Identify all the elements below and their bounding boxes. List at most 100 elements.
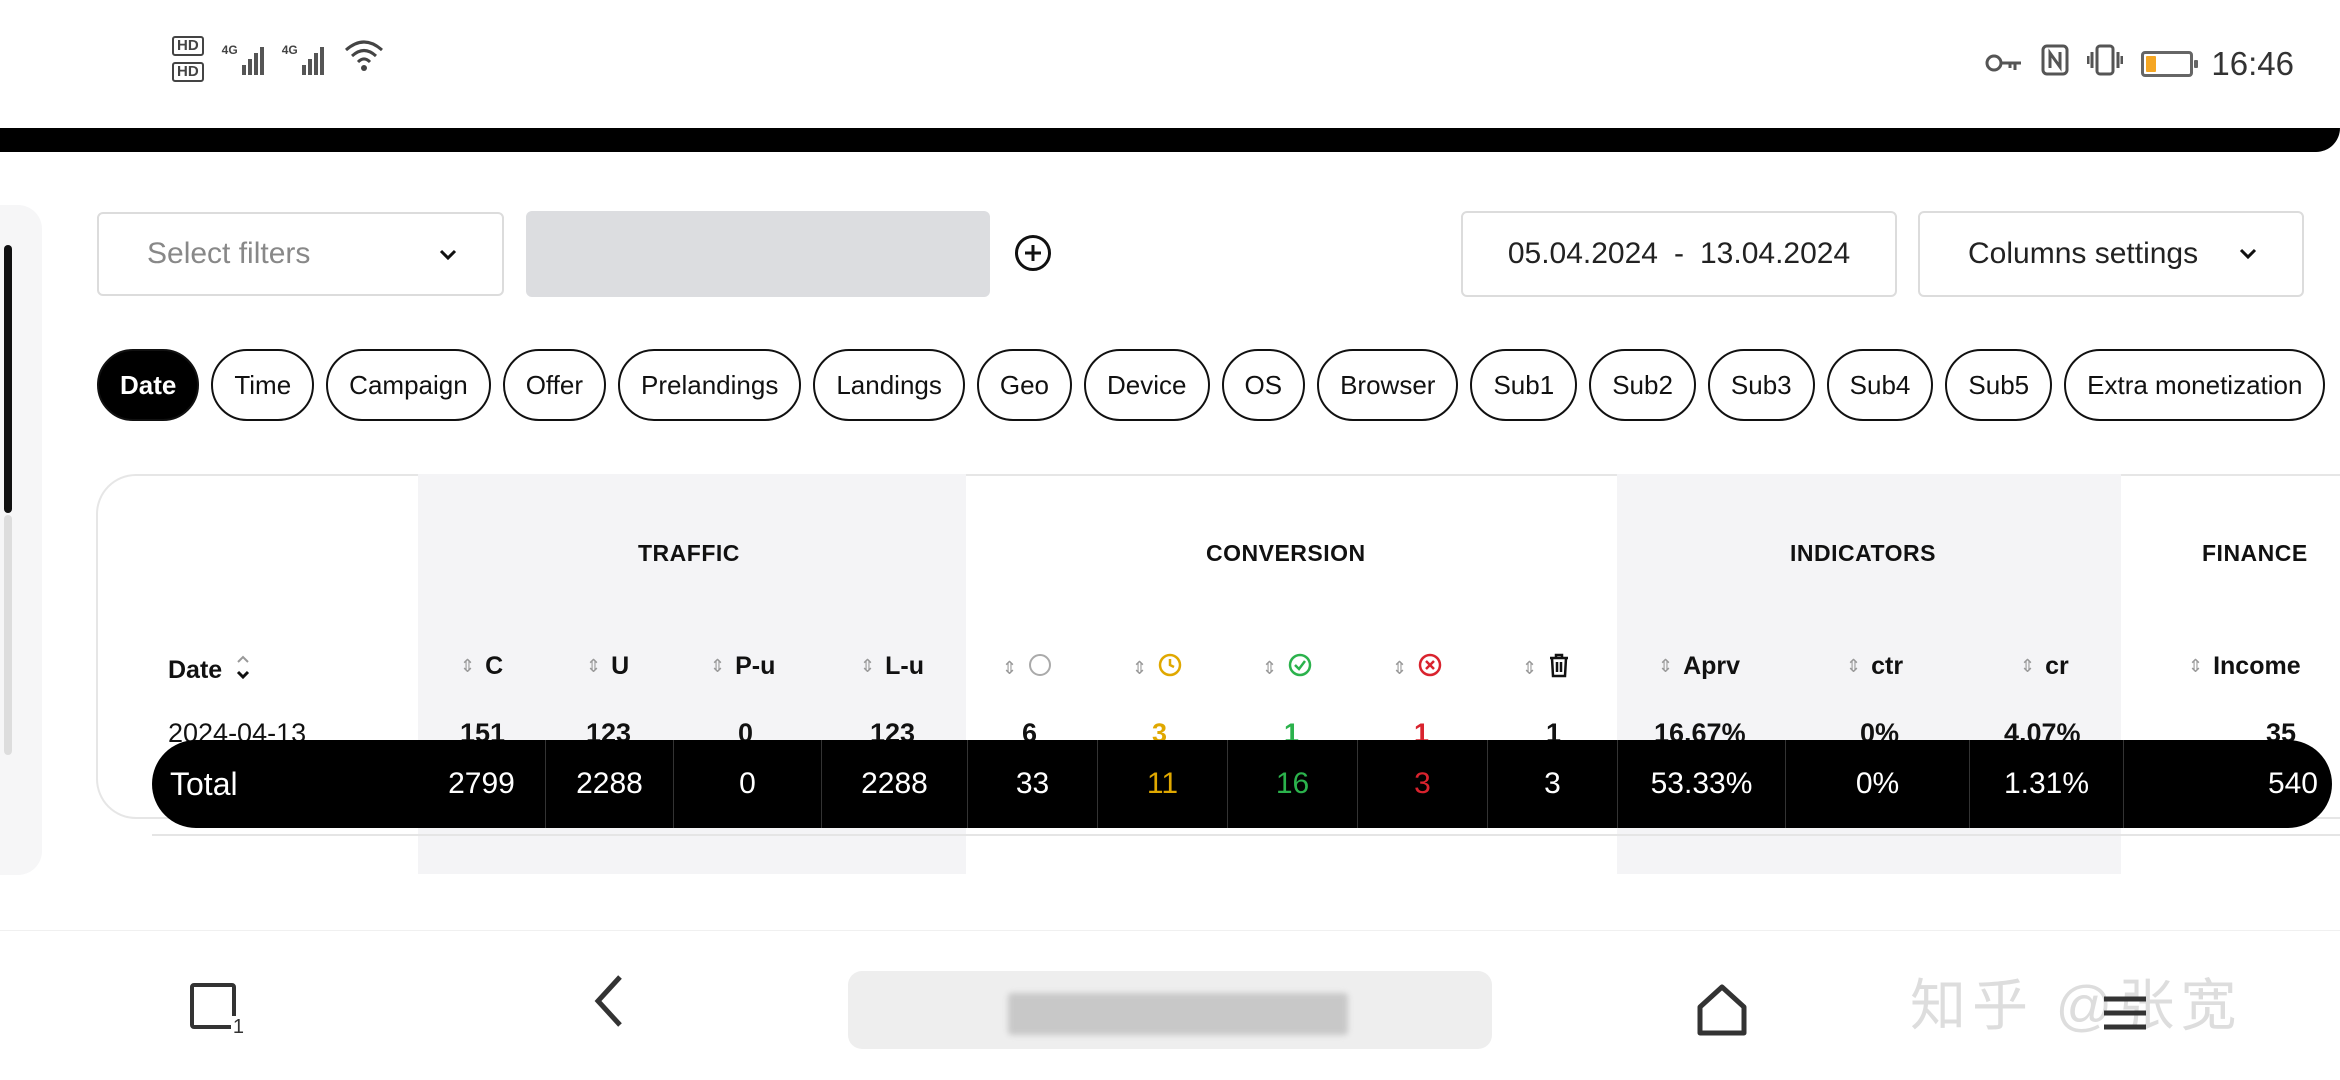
sim1-hd-badge: HD xyxy=(172,36,204,56)
sort-icon: ⇕ xyxy=(1002,657,1018,678)
home-button[interactable] xyxy=(1694,981,1750,1037)
group-traffic: TRAFFIC xyxy=(638,540,740,566)
circle-icon xyxy=(1027,652,1053,684)
chip-date[interactable]: Date xyxy=(97,349,200,421)
col-header-lu[interactable]: ⇕ L-u xyxy=(860,652,924,681)
chip-sub3[interactable]: Sub3 xyxy=(1707,349,1815,421)
col-header-c-label: C xyxy=(485,652,504,680)
sort-icon: ⇕ xyxy=(1846,656,1862,676)
chip-sub5[interactable]: Sub5 xyxy=(1945,349,2053,421)
group-indicators: INDICATORS xyxy=(1790,540,1936,566)
blurred-address-pill[interactable] xyxy=(848,971,1492,1049)
status-bar: HD HD 4G 4G 16:46 xyxy=(0,0,2340,128)
chip-prelandings[interactable]: Prelandings xyxy=(618,349,802,421)
chevron-down-icon xyxy=(438,236,458,270)
select-filters-placeholder: Select filters xyxy=(147,237,311,270)
signal-icon: 4G xyxy=(222,43,264,75)
x-circle-icon xyxy=(1417,652,1443,684)
total-s0: 33 xyxy=(968,740,1098,828)
chip-browser[interactable]: Browser xyxy=(1317,349,1459,421)
col-header-aprv[interactable]: ⇕ Aprv xyxy=(1658,652,1740,681)
sim-indicators: HD HD xyxy=(172,36,204,82)
col-header-cr[interactable]: ⇕ cr xyxy=(2020,652,2069,681)
key-icon xyxy=(1985,48,2023,80)
chip-landings[interactable]: Landings xyxy=(813,349,965,421)
chip-geo[interactable]: Geo xyxy=(976,349,1073,421)
date-range-picker[interactable]: 05.04.2024 - 13.04.2024 xyxy=(1461,211,1897,297)
sort-icon: ⇕ xyxy=(860,656,876,676)
vibrate-icon xyxy=(2086,44,2124,83)
col-header-ctr[interactable]: ⇕ ctr xyxy=(1846,652,1903,681)
chip-campaign[interactable]: Campaign xyxy=(326,349,491,421)
scrollbar-thumb[interactable] xyxy=(4,245,12,513)
col-header-status-approved[interactable]: ⇕ xyxy=(1262,652,1313,684)
col-header-c[interactable]: ⇕ C xyxy=(460,652,503,681)
total-income: 540 xyxy=(2267,767,2318,800)
back-button[interactable] xyxy=(590,971,630,1046)
sort-icon xyxy=(232,652,254,689)
col-header-status-rejected[interactable]: ⇕ xyxy=(1392,652,1443,684)
chip-sub2[interactable]: Sub2 xyxy=(1589,349,1696,421)
scrollbar-track[interactable] xyxy=(4,515,12,755)
total-pu: 0 xyxy=(674,740,822,828)
sort-icon: ⇕ xyxy=(2188,656,2204,676)
total-s2: 16 xyxy=(1228,740,1358,828)
sort-icon: ⇕ xyxy=(460,656,476,676)
recent-apps-button[interactable]: 1 xyxy=(190,983,246,1039)
col-header-pu[interactable]: ⇕ P-u xyxy=(710,652,775,681)
check-circle-icon xyxy=(1287,652,1313,684)
sort-icon: ⇕ xyxy=(1392,657,1408,678)
col-header-aprv-label: Aprv xyxy=(1683,652,1741,680)
col-header-status-trash[interactable]: ⇕ xyxy=(1522,652,1571,684)
trash-icon xyxy=(1547,652,1571,684)
chip-os[interactable]: OS xyxy=(1221,349,1306,421)
group-finance: FINANCE xyxy=(2202,540,2308,566)
total-ctr: 0% xyxy=(1786,740,1970,828)
nfc-icon xyxy=(2041,44,2069,83)
group-conversion: CONVERSION xyxy=(1206,540,1366,566)
table-divider xyxy=(152,834,2340,836)
chip-device[interactable]: Device xyxy=(1084,349,1210,421)
select-filters-dropdown[interactable]: Select filters xyxy=(97,212,504,296)
columns-settings-label: Columns settings xyxy=(1968,237,2199,270)
total-s4: 3 xyxy=(1488,740,1618,828)
chip-extra-monetization[interactable]: Extra monetization xyxy=(2064,349,2326,421)
app-top-bar xyxy=(0,128,2340,152)
total-label: Total xyxy=(170,765,238,802)
group-by-chips: Date Time Campaign Offer Prelandings Landings… xyxy=(97,349,2326,421)
col-header-u[interactable]: ⇕ U xyxy=(586,652,629,681)
add-filter-button[interactable] xyxy=(1015,235,1051,271)
col-header-income[interactable]: ⇕ Income xyxy=(2188,652,2301,681)
battery-icon xyxy=(2141,50,2199,77)
col-header-status-pending[interactable]: ⇕ xyxy=(1132,652,1183,684)
signal-icon-2: 4G xyxy=(282,43,324,75)
columns-settings-dropdown[interactable]: Columns settings xyxy=(1918,211,2304,297)
sort-icon: ⇕ xyxy=(1658,656,1674,676)
left-scroll-rail[interactable] xyxy=(0,205,42,875)
status-bar-right: 16:46 xyxy=(1985,44,2294,83)
menu-icon[interactable] xyxy=(2100,993,2150,1044)
col-header-income-label: Income xyxy=(2213,652,2301,680)
chip-sub4[interactable]: Sub4 xyxy=(1826,349,1934,421)
date-separator: - xyxy=(1674,237,1684,270)
date-from: 05.04.2024 xyxy=(1507,237,1658,270)
sort-icon: ⇕ xyxy=(710,656,726,676)
watermark: 知乎 @张宽 xyxy=(1910,974,2243,1037)
chip-time[interactable]: Time xyxy=(211,349,315,421)
chevron-down-icon xyxy=(2238,235,2258,269)
col-header-date[interactable]: Date xyxy=(168,652,254,689)
col-header-pu-label: P-u xyxy=(735,652,776,680)
status-bar-left: HD HD 4G 4G xyxy=(172,36,384,82)
wifi-icon xyxy=(344,38,384,81)
filter-value-input[interactable] xyxy=(526,211,990,297)
total-row: Total 2799 2288 0 2288 33 11 16 3 3 53.3… xyxy=(152,740,2332,828)
col-header-ctr-label: ctr xyxy=(1871,652,1904,680)
col-header-lu-label: L-u xyxy=(885,652,924,680)
col-header-status-new[interactable]: ⇕ xyxy=(1002,652,1053,684)
chip-sub1[interactable]: Sub1 xyxy=(1470,349,1578,421)
total-aprv: 53.33% xyxy=(1618,740,1786,828)
clock: 16:46 xyxy=(2211,44,2294,82)
col-header-cr-label: cr xyxy=(2045,652,2069,680)
chip-offer[interactable]: Offer xyxy=(502,349,607,421)
total-s1: 11 xyxy=(1098,740,1228,828)
